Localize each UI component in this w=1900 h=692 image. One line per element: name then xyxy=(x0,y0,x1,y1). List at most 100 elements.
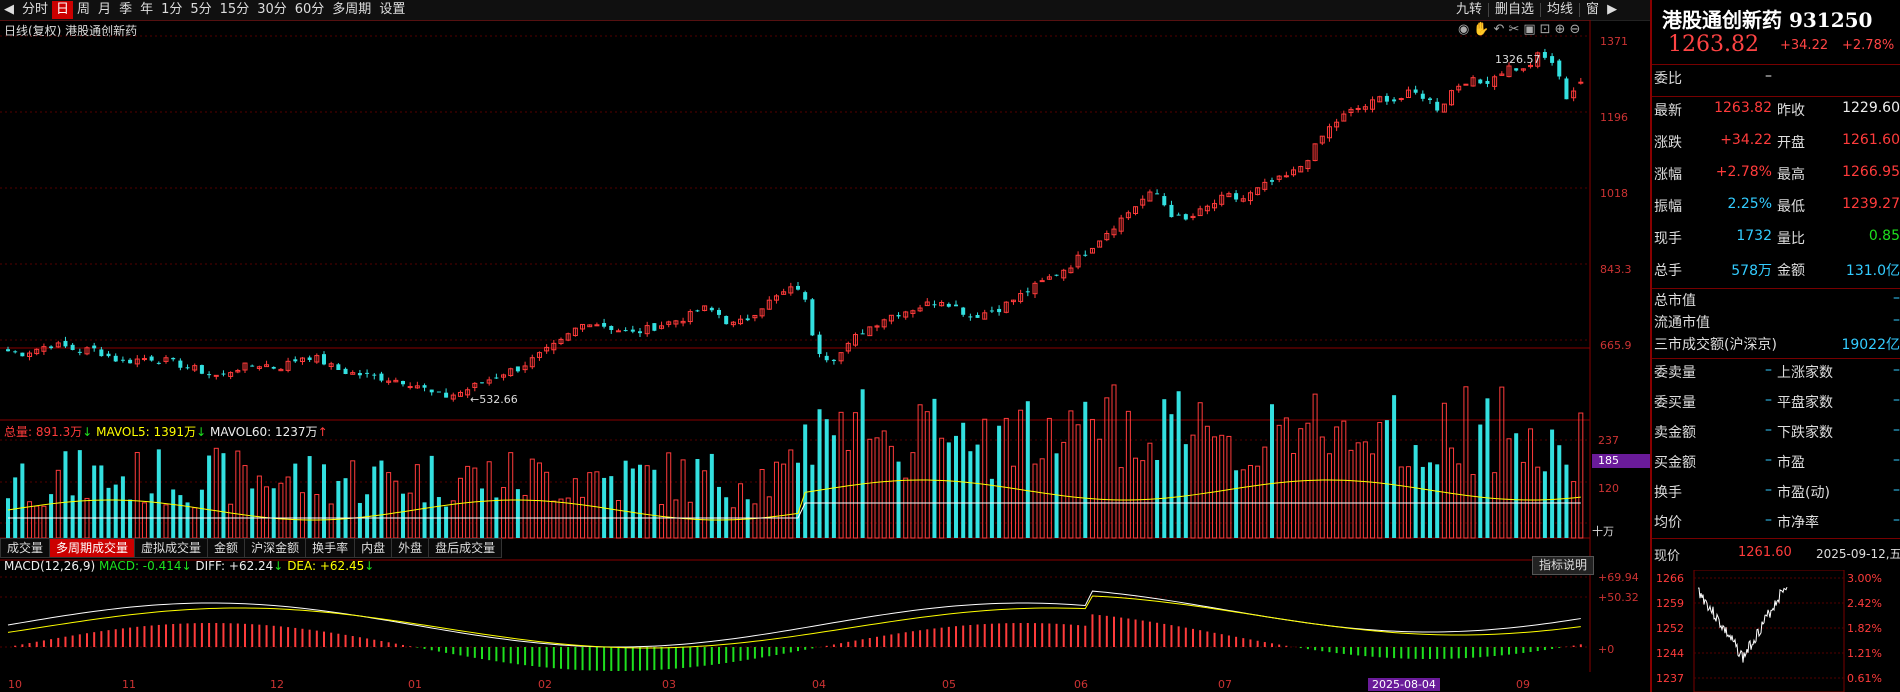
volume-bar xyxy=(113,484,118,538)
vol-tab[interactable]: 虚拟成交量 xyxy=(134,538,208,558)
volume-bar xyxy=(1377,422,1383,539)
candle-body xyxy=(1550,56,1555,63)
candle-body xyxy=(1197,208,1203,217)
eye-icon[interactable]: ◉ xyxy=(1458,22,1470,37)
candle-body xyxy=(422,385,427,388)
tb-item-8[interactable]: 15分 xyxy=(219,2,250,17)
candle-body xyxy=(903,311,909,318)
tb-item-2[interactable]: 周 xyxy=(77,2,91,17)
volume-bar xyxy=(1133,457,1139,539)
stat-key: 均价 xyxy=(1654,515,1682,531)
tb-item-3[interactable]: 月 xyxy=(98,2,112,17)
candle-body xyxy=(1291,169,1297,176)
candle-body xyxy=(954,304,958,307)
cut-icon[interactable]: ✂ xyxy=(1508,22,1520,37)
tb-item-12[interactable]: 设置 xyxy=(379,2,406,17)
candle-body xyxy=(1046,276,1052,280)
tb-right-2[interactable]: 均线 xyxy=(1547,2,1574,17)
vol-tab[interactable]: 多周期成交量 xyxy=(49,538,135,558)
volume-bar xyxy=(1262,446,1268,539)
undo-icon[interactable]: ↶ xyxy=(1493,22,1505,37)
vol-tab[interactable]: 金额 xyxy=(207,538,245,558)
tb-item-7[interactable]: 5分 xyxy=(190,2,212,17)
vol-tab[interactable]: 成交量 xyxy=(0,538,50,558)
volume-bar xyxy=(997,425,1002,538)
volume-bar xyxy=(1089,418,1095,539)
tb-item-10[interactable]: 60分 xyxy=(294,2,325,17)
candle-body xyxy=(867,326,873,337)
mv-value: – xyxy=(1893,312,1900,328)
candle-body xyxy=(99,349,104,357)
tb-item-1[interactable]: 日 xyxy=(52,1,74,19)
vol-tab[interactable]: 沪深金额 xyxy=(244,538,306,558)
toolbar-next-icon[interactable]: ▶ xyxy=(1607,2,1618,17)
x-axis-label: 05 xyxy=(942,678,956,691)
mini-price-line xyxy=(1697,586,1788,663)
quote-value: 2.25% xyxy=(1727,196,1772,212)
volume-bar xyxy=(824,419,829,538)
candle-body xyxy=(1212,203,1218,209)
low-annotation: ←532.66 xyxy=(470,393,518,406)
toolbar-prev-icon[interactable]: ◀ xyxy=(4,2,14,17)
volume-bar xyxy=(235,450,241,539)
vol-tab[interactable]: 盘后成交量 xyxy=(428,538,503,558)
tb-item-0[interactable]: 分时 xyxy=(22,2,49,17)
candle-body xyxy=(77,351,82,353)
vol-tab[interactable]: 换手率 xyxy=(305,538,355,558)
tb-right-0[interactable]: 九转 xyxy=(1456,2,1483,17)
candle-body xyxy=(1326,126,1332,139)
mini-frame xyxy=(1693,570,1845,692)
zoom-out-icon[interactable]: ⊖ xyxy=(1569,22,1581,37)
candle-body xyxy=(171,357,176,360)
stat-value2: – xyxy=(1893,482,1900,498)
vol-axis-label: 237 xyxy=(1598,434,1619,447)
candle-body xyxy=(156,362,161,364)
tb-item-6[interactable]: 1分 xyxy=(161,2,183,17)
volume-bar xyxy=(924,411,930,539)
zoom-in-icon[interactable]: ⊕ xyxy=(1554,22,1566,37)
stat-key: 买金额 xyxy=(1654,455,1696,471)
lock2-icon[interactable]: ⊡ xyxy=(1539,22,1551,37)
stat-value2: – xyxy=(1893,362,1900,378)
hand-icon[interactable]: ✋ xyxy=(1473,22,1490,37)
tb-item-9[interactable]: 30分 xyxy=(257,2,287,17)
quote-key2: 开盘 xyxy=(1777,135,1805,151)
volume-bar xyxy=(1420,466,1425,538)
candle-body xyxy=(1312,143,1318,162)
tb-item-5[interactable]: 年 xyxy=(140,2,154,17)
lock-icon[interactable]: ▣ xyxy=(1523,22,1536,37)
mv-value: 19022亿 xyxy=(1841,337,1900,353)
volume-bar xyxy=(982,418,988,539)
vol-tab[interactable]: 外盘 xyxy=(391,538,429,558)
candle-body xyxy=(961,307,966,315)
volume-bar xyxy=(278,482,284,539)
volume-bar xyxy=(910,452,916,539)
chart-tools: ◉ ✋ ↶ ✂ ▣ ⊡ ⊕ ⊖ xyxy=(1458,22,1580,37)
stat-row: 卖金额 – 下跌家数 – xyxy=(1652,422,1900,448)
volume-bar xyxy=(1398,466,1404,539)
volume-bar xyxy=(328,503,334,539)
tb-item-11[interactable]: 多周期 xyxy=(332,2,372,17)
stat-value: – xyxy=(1765,422,1772,438)
quote-value2: 1239.27 xyxy=(1842,196,1900,212)
quote-value: 578万 xyxy=(1731,263,1772,279)
stat-row: 委买量 – 平盘家数 – xyxy=(1652,392,1900,418)
candle-body xyxy=(1392,99,1397,102)
volume-bar xyxy=(1485,398,1490,538)
indicator-help-button[interactable]: 指标说明 xyxy=(1532,556,1595,575)
tb-right-1[interactable]: 删自选 xyxy=(1495,2,1535,17)
volume-header: 总量: 891.3万↓ MAVOL5: 1391万↓ MAVOL60: 1237… xyxy=(4,425,328,439)
tb-right-3[interactable]: 窗 xyxy=(1586,2,1600,17)
volume-bar xyxy=(1125,410,1131,539)
vol-tab[interactable]: 内盘 xyxy=(354,538,392,558)
stat-value2: – xyxy=(1893,452,1900,468)
volume-bar xyxy=(817,409,822,538)
candle-body xyxy=(314,355,320,363)
volume-bar xyxy=(141,502,147,539)
macd-value: MACD: -0.414 xyxy=(98,559,182,573)
candle-body xyxy=(1542,52,1547,58)
candle-body xyxy=(106,353,111,357)
candle-body xyxy=(1384,95,1389,102)
tb-item-4[interactable]: 季 xyxy=(119,2,133,17)
candle-body xyxy=(1247,192,1253,202)
